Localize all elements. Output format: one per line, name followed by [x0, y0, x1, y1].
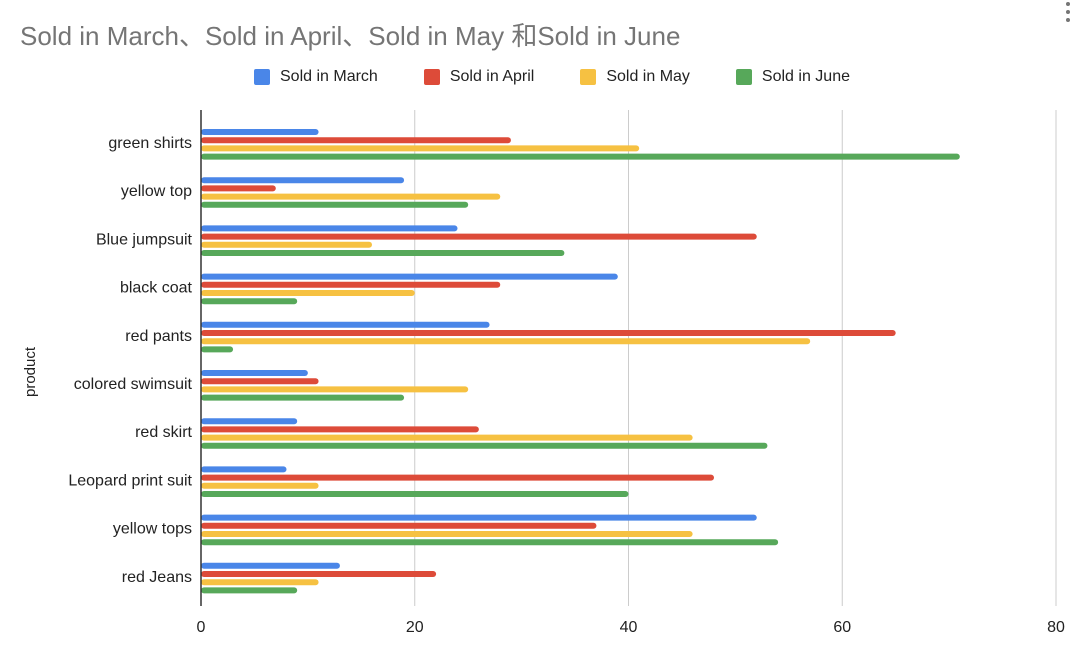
legend-item-june[interactable]: Sold in June	[735, 68, 850, 86]
bars	[201, 129, 960, 594]
bar-2-9	[201, 579, 319, 586]
x-tick-labels: 0 20 40 60 80	[197, 619, 1065, 636]
chart-title: Sold in March、Sold in April、Sold in May …	[20, 21, 681, 51]
legend-label-march: Sold in March	[280, 68, 378, 85]
bar-0-8	[201, 514, 757, 521]
bar-1-9	[201, 571, 437, 577]
bar-2-3	[201, 290, 415, 296]
x-tick-label: 20	[406, 619, 424, 636]
legend-item-april[interactable]: Sold in April	[423, 68, 535, 86]
bar-1-3	[201, 281, 501, 288]
bar-3-3	[201, 298, 298, 305]
x-tick-label: 80	[1047, 619, 1065, 636]
bar-1-0	[201, 137, 511, 144]
bar-0-9	[201, 562, 340, 569]
legend-swatch-march	[254, 69, 270, 85]
category-label: black coat	[120, 280, 193, 297]
bar-3-4	[201, 346, 234, 353]
bar-3-5	[201, 394, 405, 401]
bar-0-2	[201, 225, 458, 232]
bar-1-7	[201, 474, 714, 481]
legend-item-march[interactable]: Sold in March	[254, 68, 378, 86]
category-labels: green shirts yellow top Blue jumpsuit black…	[68, 135, 192, 586]
bar-1-8	[201, 522, 597, 529]
bar-1-2	[201, 233, 757, 240]
category-label: colored swimsuit	[74, 376, 193, 393]
bar-1-6	[201, 426, 479, 433]
bar-0-4	[201, 321, 490, 328]
bar-3-8	[201, 539, 779, 546]
bar-0-5	[201, 370, 308, 376]
legend-item-may[interactable]: Sold in May	[580, 68, 690, 86]
bar-3-9	[201, 587, 298, 594]
x-tick-label: 60	[833, 619, 851, 636]
legend-label-april: Sold in April	[449, 68, 535, 85]
category-label: green shirts	[108, 135, 192, 152]
bar-2-8	[201, 531, 693, 537]
bar-3-1	[201, 201, 469, 208]
bar-2-6	[201, 434, 693, 441]
y-axis-title: product	[22, 346, 39, 397]
category-label: red Jeans	[122, 569, 192, 586]
legend-label-june: Sold in June	[761, 68, 850, 85]
legend: Sold in March Sold in April Sold in May …	[0, 68, 1080, 86]
category-label: Leopard print suit	[68, 472, 192, 489]
category-label: red skirt	[135, 424, 192, 441]
legend-swatch-june	[735, 69, 752, 85]
bar-0-1	[201, 177, 405, 184]
bar-1-1	[201, 185, 276, 192]
bar-2-2	[201, 241, 372, 248]
bar-1-5	[201, 378, 319, 385]
legend-label-may: Sold in May	[606, 68, 690, 85]
bar-0-3	[201, 273, 618, 280]
legend-swatch-may	[580, 69, 597, 85]
category-label: red pants	[125, 328, 192, 345]
bar-3-2	[201, 250, 565, 256]
bar-2-5	[201, 386, 469, 393]
bar-2-1	[201, 193, 501, 200]
bar-2-4	[201, 338, 811, 345]
x-tick-label: 0	[197, 619, 206, 636]
x-tick-label: 40	[620, 619, 638, 636]
category-label: yellow top	[121, 183, 192, 200]
bar-3-7	[201, 491, 629, 497]
bar-2-7	[201, 482, 319, 489]
bar-1-4	[201, 330, 896, 336]
legend-swatch-april	[423, 69, 440, 85]
bar-0-6	[201, 418, 298, 425]
bar-0-7	[201, 466, 287, 473]
category-label: Blue jumpsuit	[96, 231, 193, 248]
bar-0-0	[201, 129, 319, 135]
more-vert-icon[interactable]	[1064, 2, 1072, 26]
bar-3-6	[201, 442, 768, 449]
bar-2-0	[201, 145, 640, 152]
category-label: yellow tops	[113, 521, 192, 538]
bar-3-0	[201, 153, 960, 160]
